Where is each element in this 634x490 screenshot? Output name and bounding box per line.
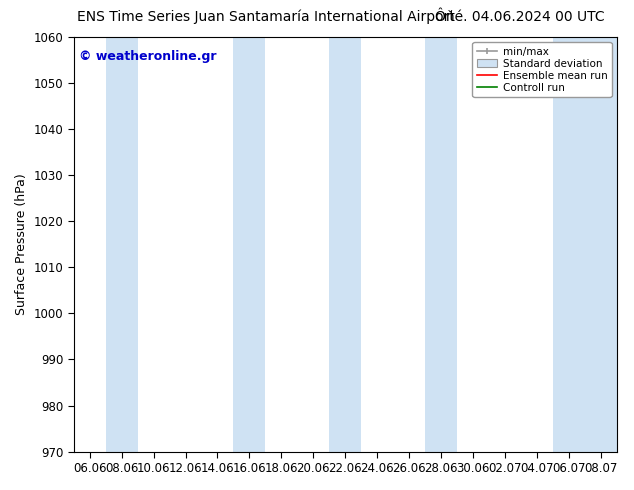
Bar [425,37,457,452]
Text: ENS Time Series Juan Santamaría International Airport: ENS Time Series Juan Santamaría Internat… [77,10,455,24]
Bar [233,37,266,452]
Bar [585,37,617,452]
Text: Ôňé. 04.06.2024 00 UTC: Ôňé. 04.06.2024 00 UTC [435,10,605,24]
Bar [106,37,138,452]
Bar [329,37,361,452]
Y-axis label: Surface Pressure (hPa): Surface Pressure (hPa) [15,173,28,315]
Bar [553,37,585,452]
Text: © weatheronline.gr: © weatheronline.gr [79,49,217,63]
Legend: min/max, Standard deviation, Ensemble mean run, Controll run: min/max, Standard deviation, Ensemble me… [472,42,612,97]
